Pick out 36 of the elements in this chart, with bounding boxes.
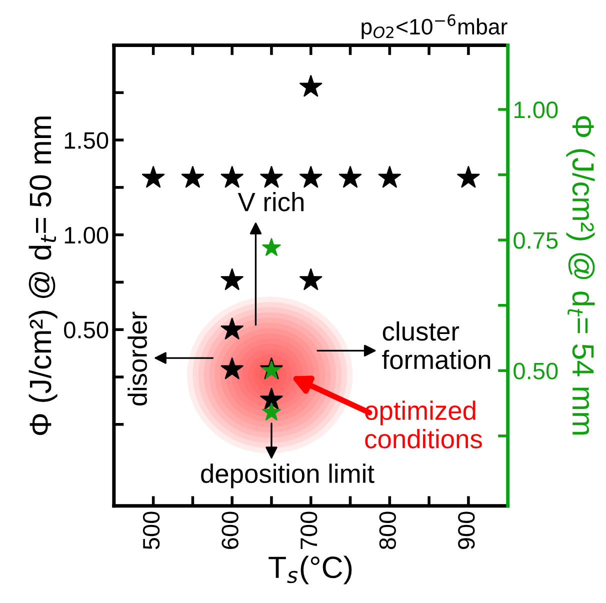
point	[260, 166, 283, 188]
point	[181, 166, 204, 188]
point	[262, 402, 281, 420]
point	[457, 166, 480, 188]
point	[220, 268, 244, 290]
annotation: deposition limit	[201, 464, 374, 488]
point	[338, 166, 362, 188]
annotation: cluster formation	[382, 321, 490, 370]
point	[142, 166, 165, 188]
x-tick-label: 500	[142, 512, 160, 550]
point	[262, 238, 281, 256]
x-tick-label: 800	[379, 512, 396, 550]
annotation: V rich	[238, 192, 304, 212]
x-axis-title: T$_{s}$(°C)	[268, 556, 352, 584]
point	[220, 166, 244, 188]
y-axis-title: Φ (J/cm²) @ d$_{t}$= 50 mm	[28, 116, 58, 436]
point	[220, 358, 244, 380]
point	[300, 268, 322, 290]
x-tick-label: 600	[222, 512, 238, 549]
x-tick-label: 700	[300, 512, 318, 549]
y2-tick-label: 0.75	[514, 232, 558, 249]
point	[378, 166, 402, 188]
point	[300, 166, 322, 188]
y2-axis-title: Φ (J/cm²) @ d$_{t}$= 54 mm	[566, 116, 595, 434]
point	[260, 388, 283, 410]
y2-tick-label: 1.00	[514, 102, 558, 118]
point	[300, 75, 322, 97]
annotation: optimized conditions	[365, 400, 482, 448]
x-tick-label: 900	[458, 512, 475, 550]
y2-tick-label: 0.50	[514, 362, 558, 380]
y-tick-label: 1.00	[64, 226, 108, 244]
y-tick-label: 0.50	[64, 322, 108, 338]
text: p$_{O2}$<10$^{−6}$mbar	[362, 14, 508, 39]
annotation: disorder	[128, 312, 148, 406]
point	[220, 318, 244, 340]
y-tick-label: 1.50	[64, 132, 108, 149]
